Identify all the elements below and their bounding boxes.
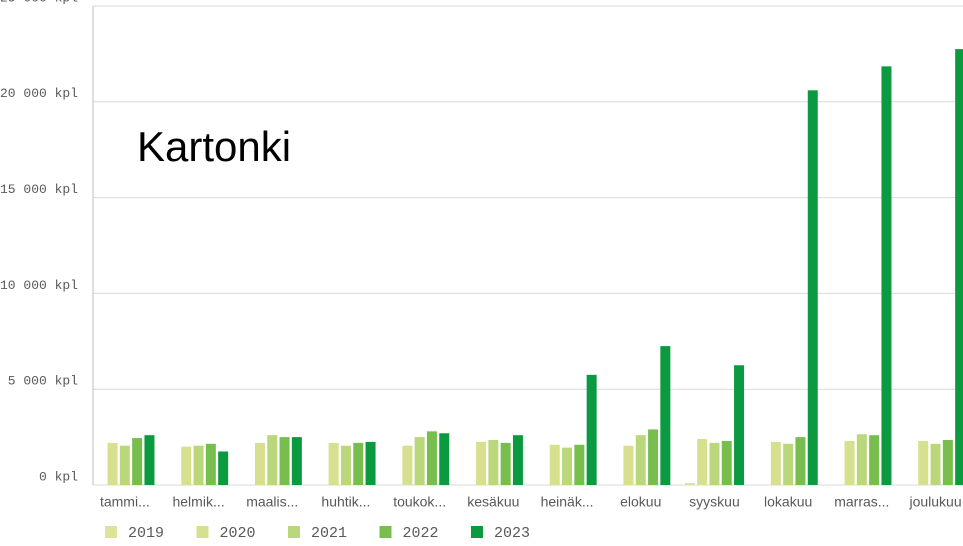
bar: [328, 442, 339, 485]
bar: [414, 437, 425, 485]
bar: [955, 49, 963, 486]
x-tick-label: joulukuu: [908, 494, 961, 510]
legend-swatch: [105, 526, 117, 538]
bar: [684, 483, 695, 485]
legend-swatch: [196, 526, 209, 538]
bar: [660, 346, 671, 485]
bar: [648, 429, 659, 485]
x-tick-label: syyskuu: [689, 494, 740, 510]
x-tick-label: elokuu: [620, 494, 661, 510]
x-tick-label: kesäkuu: [467, 494, 519, 510]
bar: [181, 446, 192, 485]
bar: [807, 90, 818, 485]
bar: [218, 451, 229, 485]
bar: [512, 435, 523, 485]
x-tick-label: marras...: [834, 494, 889, 510]
bar: [721, 440, 732, 485]
x-tick-label: tammi...: [100, 494, 150, 510]
bar: [869, 435, 880, 485]
bar: [402, 445, 413, 485]
bar: [881, 66, 892, 485]
bar: [770, 441, 781, 485]
x-tick-label: lokakuu: [764, 494, 812, 510]
bar: [697, 439, 708, 485]
bar: [426, 431, 437, 485]
x-tick-label: maalis...: [246, 494, 298, 510]
bar: [795, 437, 806, 485]
bar: [623, 445, 634, 485]
bar: [107, 442, 118, 485]
bar: [488, 439, 499, 485]
legend-label: 2019: [128, 525, 164, 542]
x-tick-label: heinäk...: [541, 494, 594, 510]
bar: [783, 443, 794, 485]
legend-swatch: [471, 526, 483, 538]
bar: [930, 443, 941, 485]
y-tick-label: 20 000 kpl: [0, 86, 78, 101]
legend-swatch: [288, 526, 300, 538]
legend-label: 2020: [220, 525, 256, 542]
bar: [291, 437, 302, 485]
legend-swatch: [379, 526, 392, 538]
legend-label: 2021: [311, 525, 347, 542]
bar: [586, 374, 597, 485]
bar: [205, 443, 216, 485]
bar: [562, 447, 573, 485]
legend-label: 2022: [403, 525, 439, 542]
bar: [918, 440, 929, 485]
x-tick-label: helmik...: [172, 494, 224, 510]
x-tick-label: huhtik...: [321, 494, 370, 510]
bar: [574, 444, 585, 485]
y-tick-label: 25 000 kpl: [0, 0, 78, 5]
bar: [132, 438, 143, 485]
bar: [254, 442, 265, 485]
bar: [844, 440, 855, 485]
bar: [193, 445, 204, 485]
bar: [549, 444, 560, 485]
bar: [279, 437, 290, 485]
bar: [144, 435, 155, 485]
y-tick-label: 0 kpl: [39, 469, 78, 484]
bar: [635, 435, 646, 485]
bar: [856, 434, 867, 485]
y-tick-label: 10 000 kpl: [0, 278, 78, 293]
bar: [500, 442, 511, 485]
chart-title: Kartonki: [137, 123, 291, 170]
bar: [119, 445, 130, 485]
y-tick-label: 5 000 kpl: [8, 374, 78, 389]
bar: [734, 365, 745, 485]
bar: [365, 441, 376, 485]
legend-label: 2023: [494, 525, 530, 542]
bar: [942, 439, 953, 485]
y-tick-label: 15 000 kpl: [0, 182, 78, 197]
bar: [353, 442, 364, 485]
x-tick-label: toukok...: [393, 494, 446, 510]
bar: [439, 433, 450, 485]
bar: [709, 442, 720, 485]
bar: [267, 435, 278, 485]
bar: [476, 441, 487, 485]
bar: [340, 445, 351, 485]
